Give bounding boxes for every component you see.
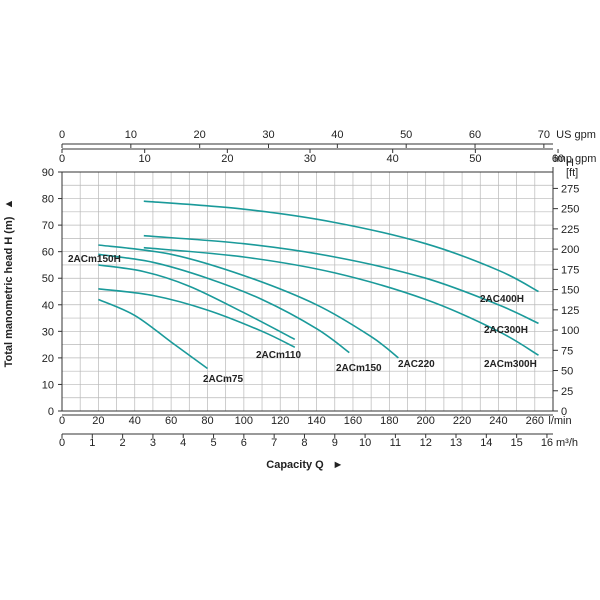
m3h-tick-label: 16 (541, 437, 553, 449)
m3h-tick-label: 10 (359, 437, 371, 449)
right-tick-label: 150 (561, 285, 579, 297)
lmin-tick-label: 120 (271, 415, 289, 427)
right-tick-label: 0 (561, 406, 567, 418)
lmin-tick-label: 220 (453, 415, 471, 427)
m3h-tick-label: 5 (210, 437, 216, 449)
curve-labels: 2ACm150H 2ACm110 2ACm75 2ACm150 2AC220 2AC400… (68, 254, 537, 385)
grid (61, 171, 554, 412)
impgpm-tick-label: 40 (387, 153, 399, 165)
curves (98, 200, 539, 370)
left-tick-label: 30 (42, 326, 54, 338)
m3h-tick-label: 13 (450, 437, 462, 449)
right-tick-label: 225 (561, 224, 579, 236)
lmin-tick-label: 180 (380, 415, 398, 427)
right-tick-label: 200 (561, 244, 579, 256)
impgpm-tick-label: 60 (552, 153, 564, 165)
curve-label-2ac220: 2AC220 (398, 359, 435, 370)
left-tick-label: 60 (42, 247, 54, 259)
curve-label-2ac400h: 2AC400H (480, 294, 524, 305)
usgpm-tick-label: 70 (538, 129, 550, 141)
left-tick-label: 20 (42, 353, 54, 365)
lmin-tick-label: 40 (129, 415, 141, 427)
left-tick-label: 0 (48, 406, 54, 418)
axes: 0102030405060708090025507510012515017520… (42, 129, 597, 449)
m3h-tick-label: 6 (241, 437, 247, 449)
m3h-tick-label: 0 (59, 437, 65, 449)
right-tick-label: 175 (561, 264, 579, 276)
right-axis-unit: [ft] (566, 167, 578, 179)
m3h-tick-label: 7 (271, 437, 277, 449)
m3h-tick-label: 4 (180, 437, 186, 449)
lmin-tick-label: 100 (235, 415, 253, 427)
usgpm-tick-label: 0 (59, 129, 65, 141)
usgpm-tick-label: 20 (194, 129, 206, 141)
m3h-tick-label: 12 (420, 437, 432, 449)
curve-2ac300h (143, 234, 539, 325)
curve-2acm300h (143, 246, 539, 356)
m3h-tick-label: 9 (332, 437, 338, 449)
right-tick-label: 25 (561, 386, 573, 398)
lmin-tick-label: 160 (344, 415, 362, 427)
curve-2acm150h (98, 264, 296, 341)
lmin-tick-label: 0 (59, 415, 65, 427)
left-tick-label: 70 (42, 220, 54, 232)
curve-label-2acm300h: 2ACm300H (484, 359, 537, 370)
right-tick-label: 50 (561, 366, 573, 378)
m3h-tick-label: 14 (480, 437, 492, 449)
right-tick-label: 75 (561, 345, 573, 357)
impgpm-unit: Imp gpm (554, 153, 597, 165)
impgpm-tick-label: 30 (304, 153, 316, 165)
right-axis-title: H (566, 157, 574, 169)
usgpm-tick-label: 40 (331, 129, 343, 141)
curve-2acm150 (98, 253, 350, 354)
usgpm-tick-label: 10 (125, 129, 137, 141)
usgpm-unit: US gpm (556, 129, 596, 141)
impgpm-tick-label: 10 (139, 153, 151, 165)
curve-2acm110 (98, 288, 296, 349)
m3h-tick-label: 1 (89, 437, 95, 449)
curve-label-2acm110: 2ACm110 (256, 350, 301, 361)
curve-label-2ac300h: 2AC300H (484, 325, 528, 336)
x-axis-title: Capacity Q (266, 459, 324, 471)
lmin-tick-label: 60 (165, 415, 177, 427)
curve-2ac220 (98, 244, 399, 359)
lmin-tick-label: 80 (201, 415, 213, 427)
left-tick-label: 90 (42, 167, 54, 179)
curve-2ac400h (143, 200, 539, 293)
usgpm-tick-label: 50 (400, 129, 412, 141)
left-tick-label: 10 (42, 379, 54, 391)
curve-2acm75 (98, 298, 208, 370)
left-tick-label: 80 (42, 194, 54, 206)
lmin-tick-label: 20 (92, 415, 104, 427)
lmin-tick-label: 240 (489, 415, 507, 427)
usgpm-tick-label: 60 (469, 129, 481, 141)
lmin-tick-label: 260 (526, 415, 544, 427)
m3h-tick-label: 2 (120, 437, 126, 449)
curve-label-2acm150h: 2ACm150H (68, 254, 121, 265)
m3h-unit: m³/h (556, 437, 578, 449)
m3h-tick-label: 15 (511, 437, 523, 449)
right-tick-label: 100 (561, 325, 579, 337)
lmin-tick-label: 200 (417, 415, 435, 427)
curve-label-2acm75: 2ACm75 (203, 374, 243, 385)
usgpm-tick-label: 30 (262, 129, 274, 141)
left-tick-label: 40 (42, 300, 54, 312)
left-tick-label: 50 (42, 273, 54, 285)
m3h-tick-label: 11 (390, 437, 401, 449)
right-tick-label: 275 (561, 183, 579, 195)
m3h-tick-label: 8 (301, 437, 307, 449)
lmin-unit: l/min (548, 415, 571, 427)
impgpm-tick-label: 20 (221, 153, 233, 165)
lmin-tick-label: 140 (307, 415, 325, 427)
curve-label-2acm150: 2ACm150 (336, 363, 382, 374)
right-tick-label: 250 (561, 204, 579, 216)
m3h-tick-label: 3 (150, 437, 156, 449)
impgpm-tick-label: 50 (469, 153, 481, 165)
y-axis-title: Total manometric head H (m) (3, 216, 15, 367)
x-axis-arrow: ► (333, 459, 344, 471)
impgpm-tick-label: 0 (59, 153, 65, 165)
right-tick-label: 125 (561, 305, 579, 317)
y-axis-arrow: ▲ (3, 199, 15, 210)
